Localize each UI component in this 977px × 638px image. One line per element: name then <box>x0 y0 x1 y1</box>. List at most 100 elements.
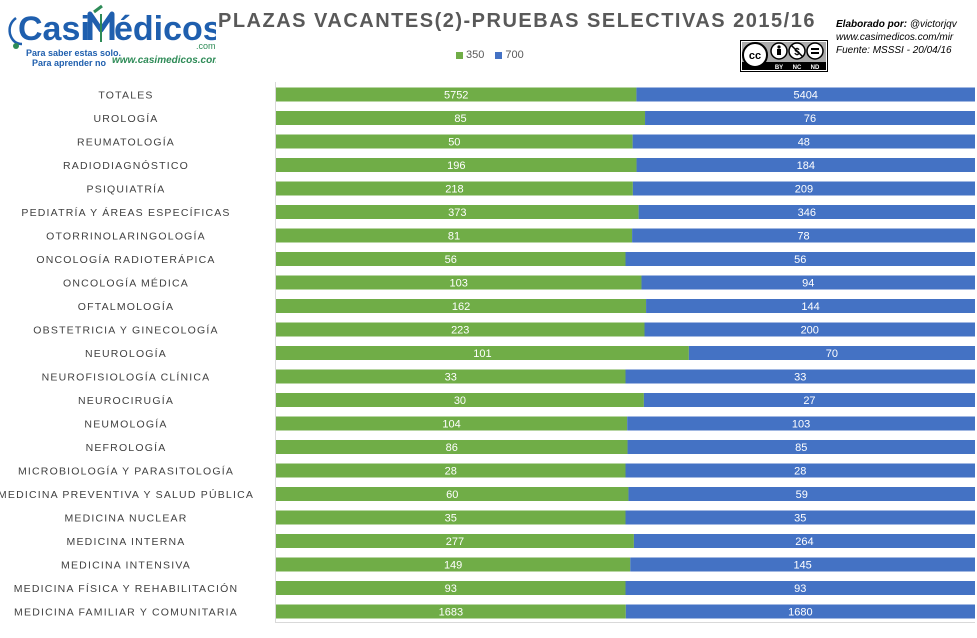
data-label-350: 5752 <box>444 90 468 102</box>
data-label-700: 76 <box>804 113 816 125</box>
logo-name-edicos: édicos <box>114 10 216 48</box>
category-label: UROLOGÍA <box>93 112 158 125</box>
bar-segment-700 <box>646 299 975 313</box>
data-label-350: 86 <box>446 442 458 454</box>
bar-segment-350 <box>276 557 631 572</box>
bar-segment-700 <box>636 158 975 172</box>
data-label-350: 149 <box>444 560 462 572</box>
category-label: NEUROFISIOLOGÍA CLÍNICA <box>42 371 211 384</box>
data-label-700: 70 <box>826 348 838 360</box>
data-label-350: 30 <box>454 395 466 407</box>
bar-segment-700 <box>643 393 975 407</box>
data-label-700: 144 <box>801 301 819 313</box>
legend-item-700: 700 <box>495 49 524 61</box>
category-label: NEUROCIRUGÍA <box>78 394 174 407</box>
data-label-700: 33 <box>794 372 806 384</box>
data-label-350: 60 <box>446 489 458 501</box>
caduceus-m-icon <box>87 11 115 42</box>
bar-segment-700 <box>625 604 975 619</box>
category-label: NEUROLOGÍA <box>85 347 167 360</box>
plot-area <box>275 82 975 623</box>
data-label-350: 56 <box>445 254 457 266</box>
data-label-700: 78 <box>797 231 809 243</box>
category-label: MEDICINA INTENSIVA <box>61 560 191 572</box>
data-label-350: 81 <box>448 231 460 243</box>
cc-tag-nc: NC <box>793 65 802 71</box>
data-label-350: 85 <box>454 113 466 125</box>
bar-segment-700 <box>630 557 975 572</box>
svg-text:$: $ <box>794 47 800 58</box>
bar-segment-350 <box>276 205 639 219</box>
data-label-700: 85 <box>795 442 807 454</box>
logo-domain-suffix: .com <box>196 41 216 51</box>
bar-segment-350 <box>276 416 628 431</box>
data-label-700: 94 <box>802 278 814 290</box>
data-label-350: 373 <box>448 207 466 219</box>
bar-segment-700 <box>632 181 975 196</box>
category-label: OBSTETRICIA Y GINECOLOGÍA <box>33 324 218 337</box>
category-label: MEDICINA INTERNA <box>67 536 186 548</box>
bar-segment-700 <box>625 581 975 595</box>
chart-legend: 350 700 <box>456 49 532 61</box>
category-label: MEDICINA FAMILIAR Y COMUNITARIA <box>14 607 238 619</box>
category-label: ONCOLOGÍA MÉDICA <box>63 277 189 290</box>
bar-segment-700 <box>628 487 975 501</box>
bar-segment-700 <box>632 228 975 243</box>
bar-segment-350 <box>276 487 629 501</box>
data-label-700: 1680 <box>788 607 812 619</box>
bar-segment-700 <box>625 463 975 478</box>
data-label-700: 103 <box>792 419 810 431</box>
data-label-350: 196 <box>447 160 465 172</box>
category-label: TOTALES <box>98 90 153 102</box>
data-label-350: 223 <box>451 325 469 337</box>
bar-segment-350 <box>276 604 626 619</box>
chart-title: PLAZAS VACANTES(2)-PRUEBAS SELECTIVAS 20… <box>218 10 816 32</box>
category-label: RADIODIAGNÓSTICO <box>63 159 189 172</box>
bar-segment-350 <box>276 534 634 548</box>
bar-segment-700 <box>641 275 975 290</box>
legend-swatch-350 <box>456 51 463 59</box>
stethoscope-icon <box>8 4 103 49</box>
bar-segment-350 <box>276 463 626 478</box>
credits-line1: Elaborado por: @victorjqv <box>836 18 957 31</box>
credits-author-label: Elaborado por: <box>836 19 908 30</box>
category-label: OTORRINOLARINGOLOGÍA <box>46 230 206 243</box>
cc-icon: cc <box>742 42 768 68</box>
casimedicos-logo[interactable]: Casi édicos .com Para saber estas solo. … <box>6 4 216 70</box>
bar-segment-350 <box>276 275 642 290</box>
data-label-700: 48 <box>798 137 810 149</box>
bar-segment-700 <box>638 205 975 219</box>
cc-license-badge[interactable]: cc $ BY NC ND <box>740 40 828 72</box>
legend-swatch-700 <box>495 51 503 59</box>
credits-url[interactable]: www.casimedicos.com/mir <box>836 32 954 43</box>
category-label: MEDICINA NUCLEAR <box>64 513 187 525</box>
data-label-700: 200 <box>801 325 819 337</box>
data-label-700: 27 <box>803 395 815 407</box>
bar-segment-700 <box>632 134 975 149</box>
data-label-350: 103 <box>450 278 468 290</box>
credits-author: @victorjqv <box>909 19 957 30</box>
category-label: OFTALMOLOGÍA <box>78 300 174 313</box>
legend-item-350: 350 <box>456 49 484 61</box>
data-label-350: 50 <box>448 137 460 149</box>
data-label-700: 184 <box>797 160 815 172</box>
credits-source: Fuente: MSSSI - 20/04/16 <box>836 45 952 56</box>
logo-name-casi: Casi <box>18 10 90 48</box>
cc-logo-text: cc <box>749 50 761 62</box>
bar-segment-700 <box>644 322 975 337</box>
bar-segment-700 <box>645 111 975 125</box>
bar-segment-350 <box>276 440 628 454</box>
category-label: NEFROLOGÍA <box>86 441 167 454</box>
data-label-700: 5404 <box>793 90 817 102</box>
nd-icon <box>806 42 824 60</box>
bar-segment-350 <box>276 299 647 313</box>
logo-url: www.casimedicos.com <box>112 55 216 66</box>
bar-segment-350 <box>276 369 626 384</box>
bar-segment-700 <box>625 252 975 266</box>
data-label-700: 264 <box>795 536 813 548</box>
category-label: PSIQUIATRÍA <box>87 183 166 196</box>
bar-segment-350 <box>276 510 626 525</box>
data-label-350: 104 <box>442 419 460 431</box>
bar-segment-350 <box>276 228 633 243</box>
